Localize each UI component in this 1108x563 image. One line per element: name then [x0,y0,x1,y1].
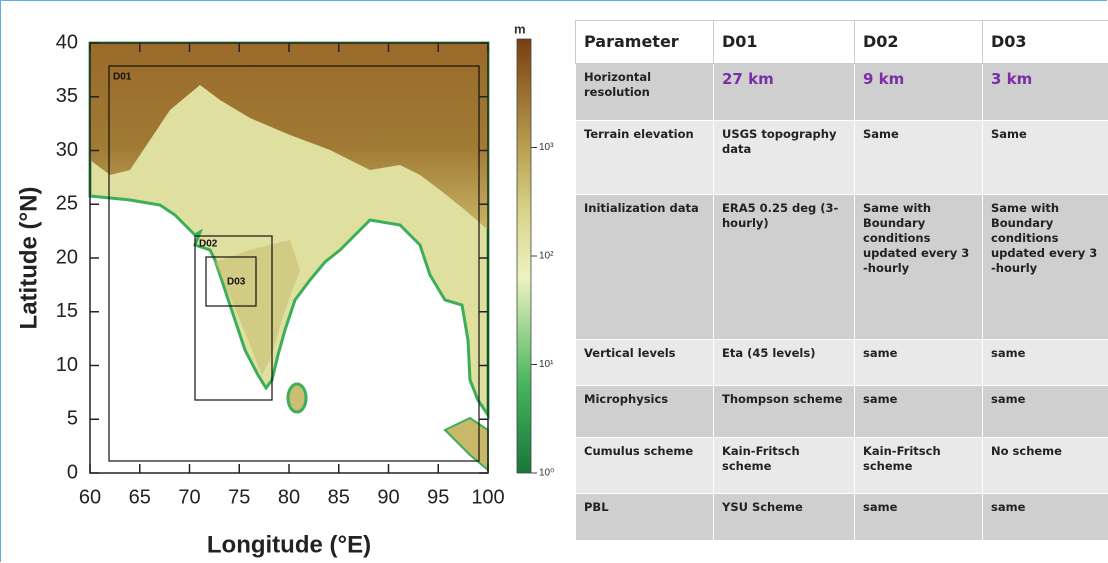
table-cell: Vertical levels [576,340,714,386]
table-cell: Horizontal resolution [576,64,714,121]
page: D01 D02 D03 m Longitude (°E) Latitude (°… [0,0,1108,563]
y-tick-label: 5 [67,408,78,430]
colorbar-tick-label: 10² [539,251,554,262]
x-tick-label: 65 [129,486,151,508]
colorbar-tick-label: 10⁰ [539,468,554,479]
terrain [90,43,488,470]
sumatra [445,418,488,470]
y-tick-label: 25 [56,193,78,215]
table-cell: Parameter [576,21,714,64]
x-tick-label: 70 [178,486,200,508]
table-cell: same [983,386,1108,438]
y-tick-label: 10 [56,354,78,376]
sri-lanka [288,384,306,412]
y-tick-label: 30 [56,139,78,161]
table-cell: 3 km [983,64,1108,121]
table-cell: same [855,340,983,386]
domain-label: D02 [199,239,218,250]
x-tick-label: 90 [377,486,399,508]
table-cell: No scheme [983,438,1108,494]
table-cell: Eta (45 levels) [714,340,855,386]
x-axis-label: Longitude (°E) [207,531,371,558]
table-cell: Same with Boundary conditions updated ev… [983,195,1108,340]
x-tick-label: 100 [471,486,504,508]
y-tick-label: 20 [56,246,78,268]
colorbar [517,39,531,473]
table-cell: Same [855,121,983,195]
table-cell: Cumulus scheme [576,438,714,494]
colorbar-tick-label: 10³ [539,142,554,153]
table-cell: same [983,340,1108,386]
table-cell: USGS topography data [714,121,855,195]
x-tick-label: 60 [79,486,101,508]
x-tick-label: 80 [278,486,300,508]
table-cell: D03 [983,21,1108,64]
table-cell: Same with Boundary conditions updated ev… [855,195,983,340]
domain-label: D03 [227,277,246,288]
table-cell: same [983,494,1108,541]
x-tick-label: 85 [328,486,350,508]
table-cell: PBL [576,494,714,541]
x-tick-label: 95 [427,486,449,508]
colorbar-tick-label: 10¹ [539,359,554,370]
table-cell: Terrain elevation [576,121,714,195]
table-cell: D01 [714,21,855,64]
table-cell: Thompson scheme [714,386,855,438]
table-cell: Kain-Fritsch scheme [714,438,855,494]
table-cell: 9 km [855,64,983,121]
x-tick-label: 75 [228,486,250,508]
table-cell: same [855,386,983,438]
table-cell: 27 km [714,64,855,121]
table-cell: Kain-Fritsch scheme [855,438,983,494]
table-cell: Initialization data [576,195,714,340]
y-tick-label: 0 [67,461,78,483]
table-cell: same [855,494,983,541]
y-tick-label: 15 [56,300,78,322]
table-cell: ERA5 0.25 deg (3- hourly) [714,195,855,340]
colorbar-label: m [514,21,526,36]
y-tick-label: 35 [56,85,78,107]
table-cell: YSU Scheme [714,494,855,541]
domain-label: D01 [113,72,132,83]
table-cell: D02 [855,21,983,64]
map-figure: D01 D02 D03 m Longitude (°E) Latitude (°… [0,0,565,563]
table-cell: Microphysics [576,386,714,438]
y-axis-label: Latitude (°N) [15,187,42,330]
table-cell: Same [983,121,1108,195]
y-tick-label: 40 [56,31,78,53]
